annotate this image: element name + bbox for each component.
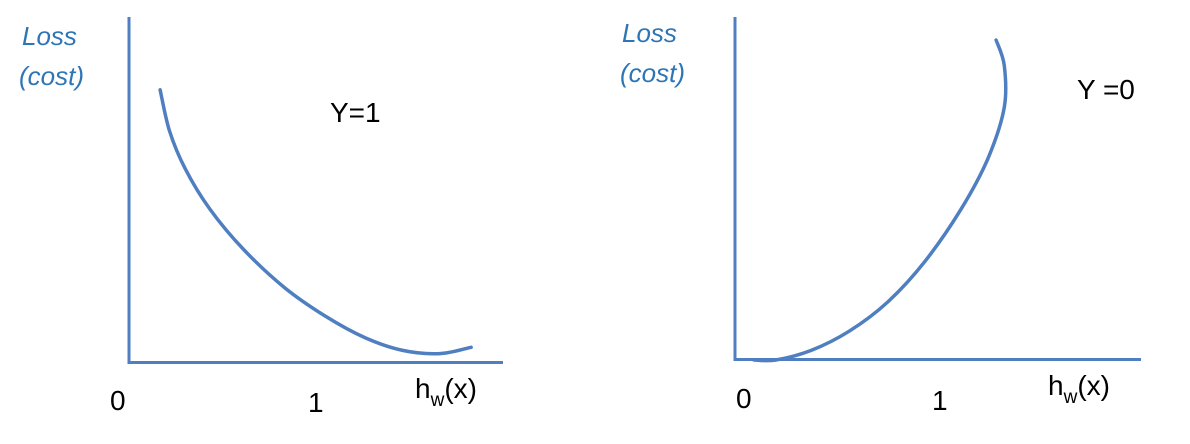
chart-y0: Loss (cost) Y =0 0 1 hw(x) [620, 17, 1141, 416]
x-axis-label-subscript: w [1063, 387, 1078, 408]
x-tick-1: 1 [932, 385, 948, 416]
x-axis-label-rest: (x) [1077, 370, 1110, 401]
x-tick-0: 0 [110, 385, 126, 416]
loss-curve-y1 [158, 88, 473, 356]
chart-y1: Loss (cost) Y=1 0 1 hw(x) [19, 17, 503, 418]
class-annotation-y1: Y=1 [330, 97, 381, 128]
x-axis-label-main: h [415, 373, 431, 404]
y-axis-label-line2: (cost) [620, 58, 685, 88]
x-axis-label: hw(x) [1048, 370, 1110, 408]
loss-curve-y0 [752, 38, 1008, 363]
x-axis-label-subscript: w [430, 390, 445, 411]
y-axis-label-line1: Loss [622, 18, 677, 48]
y-axis-label-line1: Loss [22, 21, 77, 51]
x-axis-label-main: h [1048, 370, 1064, 401]
x-axis-label: hw(x) [415, 373, 477, 411]
class-annotation-y0: Y =0 [1077, 74, 1135, 105]
x-axis-label-rest: (x) [444, 373, 477, 404]
y-axis-label-line2: (cost) [19, 61, 84, 91]
x-tick-1: 1 [308, 387, 324, 418]
x-tick-0: 0 [736, 383, 752, 414]
